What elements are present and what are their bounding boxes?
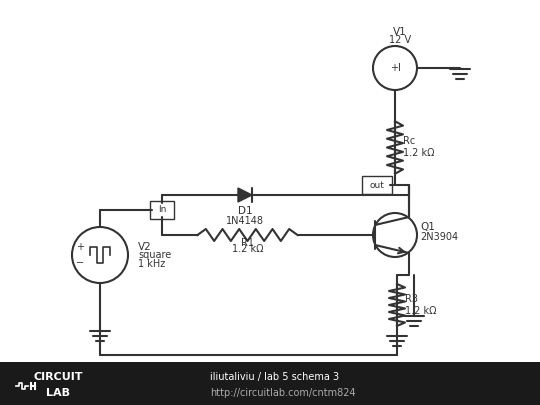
FancyBboxPatch shape — [150, 201, 174, 219]
Text: LAB: LAB — [46, 388, 70, 398]
Text: 12 V: 12 V — [389, 35, 411, 45]
Text: square: square — [138, 250, 171, 260]
Text: −: − — [76, 258, 84, 268]
Text: V1: V1 — [393, 27, 407, 37]
Text: R1: R1 — [241, 238, 254, 248]
Text: In: In — [158, 205, 166, 215]
Text: CIRCUIT: CIRCUIT — [33, 372, 83, 382]
Text: V2: V2 — [138, 242, 152, 252]
Text: +I: +I — [389, 63, 401, 73]
Text: iliutaliviu / lab 5 schema 3: iliutaliviu / lab 5 schema 3 — [210, 372, 339, 382]
Text: D1: D1 — [238, 206, 252, 216]
Text: 1 kHz: 1 kHz — [138, 259, 165, 269]
Text: 1.2 kΩ: 1.2 kΩ — [403, 149, 435, 158]
Text: out: out — [369, 181, 384, 190]
Text: 1.2 kΩ: 1.2 kΩ — [232, 244, 264, 254]
Text: R3: R3 — [405, 294, 418, 304]
Bar — [0, 362, 540, 405]
Text: Q1: Q1 — [420, 222, 435, 232]
FancyBboxPatch shape — [362, 176, 392, 194]
Text: http://circuitlab.com/cntm824: http://circuitlab.com/cntm824 — [210, 388, 356, 398]
Text: 2N3904: 2N3904 — [420, 232, 458, 242]
Text: Rc: Rc — [403, 136, 415, 147]
Polygon shape — [238, 188, 252, 202]
Text: +: + — [76, 242, 84, 252]
Text: 1.2 kΩ: 1.2 kΩ — [405, 306, 436, 316]
Text: 1N4148: 1N4148 — [226, 216, 264, 226]
